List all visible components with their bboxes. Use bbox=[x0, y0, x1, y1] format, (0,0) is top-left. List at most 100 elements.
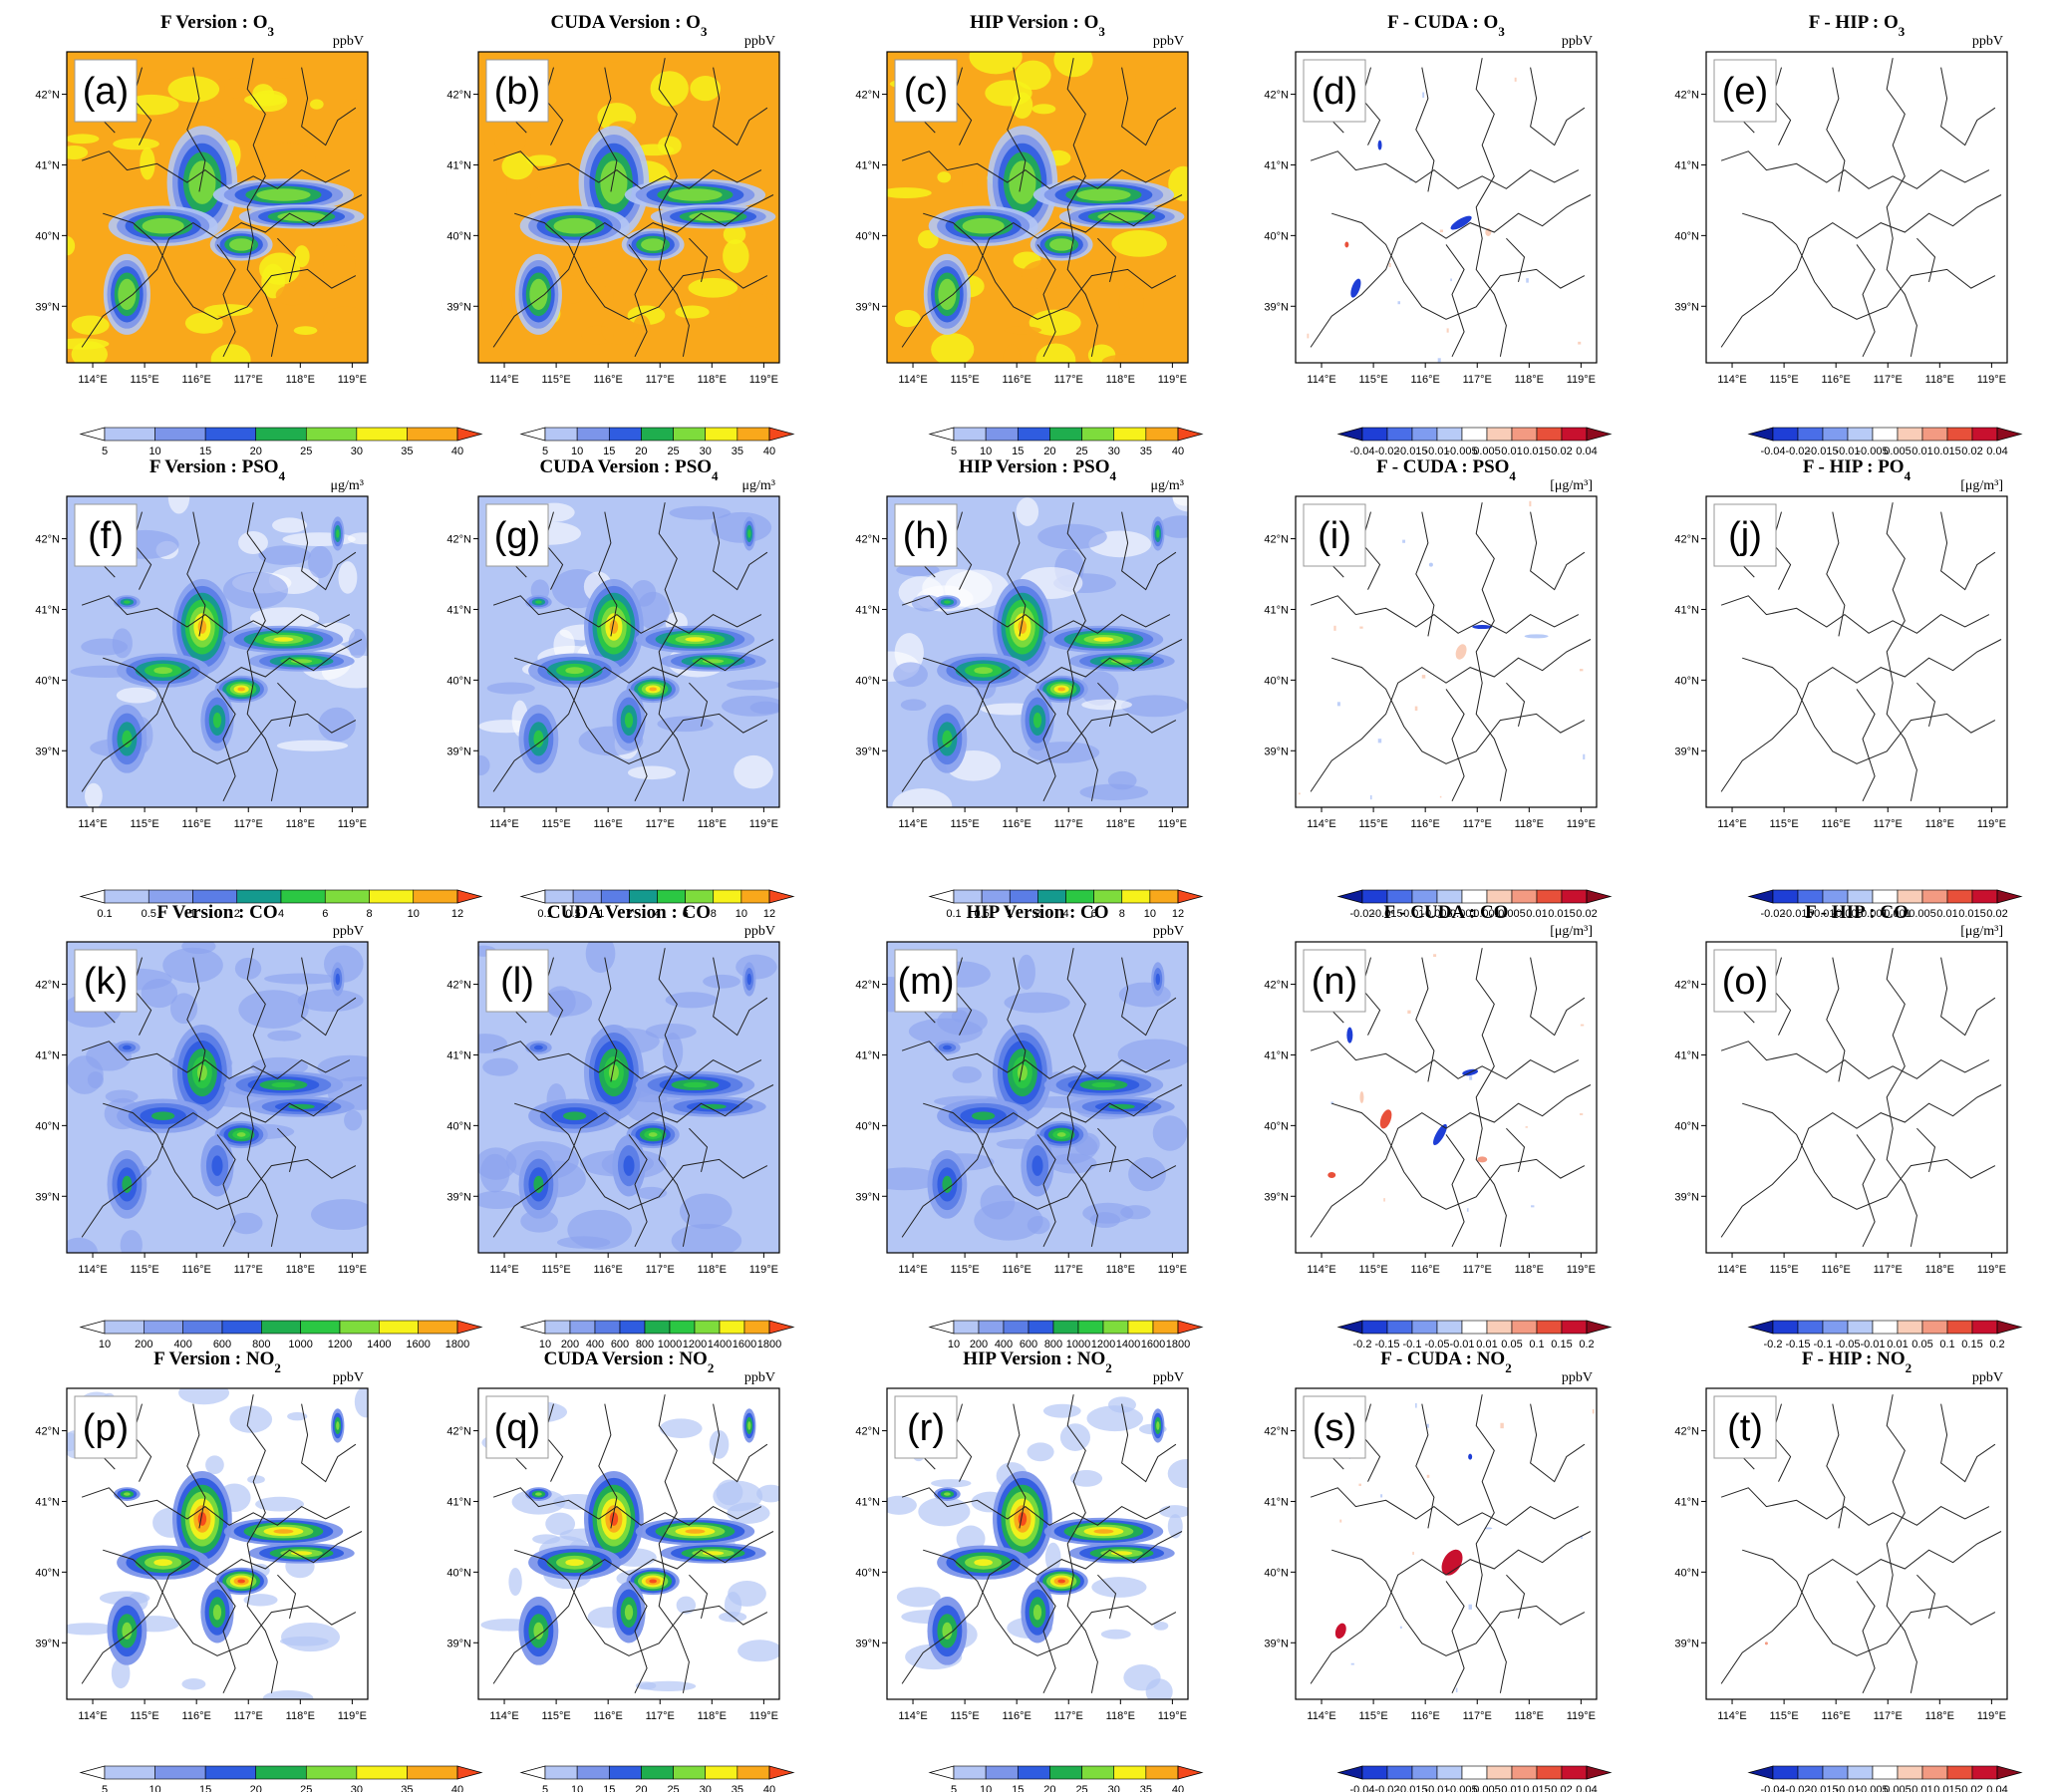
colorbar-swatch bbox=[736, 427, 770, 442]
lat-tick-label: 42°N bbox=[1264, 980, 1289, 992]
colorbar-swatch bbox=[1077, 1320, 1104, 1335]
colorbar-label: -0.01 bbox=[1424, 446, 1449, 457]
colorbar-label: 1000 bbox=[1066, 1339, 1090, 1350]
colorbar-label: 0.001 bbox=[1473, 908, 1501, 920]
lat-tick-label: 39°N bbox=[855, 746, 880, 757]
colorbar-swatch bbox=[1486, 1320, 1513, 1335]
colorbar-swatch bbox=[1436, 1765, 1463, 1780]
boundary-line bbox=[186, 957, 206, 1082]
lat-tick-label: 41°N bbox=[1264, 1049, 1289, 1061]
colorbar-swatch bbox=[1561, 1320, 1588, 1335]
panel-label: (f) bbox=[88, 515, 124, 557]
lon-tick-label: 118°E bbox=[1515, 374, 1544, 386]
panel-title: HIP Version : CO bbox=[966, 902, 1108, 923]
colorbar-swatch bbox=[1145, 1765, 1179, 1780]
lat-tick-label: 41°N bbox=[446, 159, 471, 171]
colorbar-label: 30 bbox=[1108, 446, 1120, 457]
boundary-line bbox=[1771, 957, 1792, 1036]
lat-tick-label: 39°N bbox=[446, 1191, 471, 1203]
colorbar-swatch bbox=[280, 889, 326, 904]
boundary-line bbox=[1826, 957, 1846, 1082]
lat-tick-label: 40°N bbox=[446, 230, 471, 242]
boundary-line bbox=[598, 67, 618, 192]
boundary-line bbox=[1310, 150, 1580, 189]
panel-label-box bbox=[1303, 1395, 1366, 1459]
boundary-line bbox=[1720, 1084, 2002, 1238]
boundary-line bbox=[1331, 657, 1586, 764]
panel-title-subscript: 4 bbox=[1509, 468, 1516, 483]
boundary-line bbox=[543, 511, 564, 590]
panel: F - HIP : PO4 [μg/m³] (j) 42°N 41°N 40°N 39°N 1… bbox=[1674, 456, 2023, 920]
lon-tick-label: 115°E bbox=[950, 1264, 979, 1276]
lon-tick-label: 115°E bbox=[1358, 1264, 1387, 1276]
colorbar-label: 10 bbox=[148, 1784, 160, 1792]
colorbar-label: 0.04 bbox=[1576, 446, 1597, 457]
boundary-line bbox=[1886, 58, 1917, 357]
colorbar-label: 0.1 bbox=[1529, 1339, 1544, 1350]
colorbar-label: 6 bbox=[322, 908, 328, 920]
panel-units: μg/m³ bbox=[742, 478, 775, 493]
boundary-line bbox=[492, 194, 774, 348]
colorbar-swatch bbox=[673, 1765, 707, 1780]
boundary-line bbox=[1036, 244, 1056, 358]
map-field bbox=[1307, 1394, 1595, 1694]
lat-tick-label: 42°N bbox=[1264, 1426, 1289, 1438]
colorbar-swatch bbox=[719, 1320, 745, 1335]
colorbar-label: 1600 bbox=[733, 1339, 756, 1350]
lon-tick-label: 118°E bbox=[1106, 1264, 1135, 1276]
lon-tick-label: 116°E bbox=[1003, 1264, 1031, 1276]
colorbar-swatch bbox=[736, 1765, 770, 1780]
colorbar-swatch bbox=[1797, 427, 1824, 442]
lat-tick-label: 39°N bbox=[446, 301, 471, 313]
map-frame bbox=[1295, 495, 1598, 808]
map-frame bbox=[886, 495, 1189, 808]
colorbar-end-left bbox=[519, 889, 546, 904]
colorbar-swatch bbox=[1536, 427, 1563, 442]
boundary-line bbox=[713, 511, 768, 591]
lat-tick-label: 42°N bbox=[35, 980, 60, 992]
colorbar-label: 0.1 bbox=[946, 908, 961, 920]
colorbar-swatch bbox=[1486, 1765, 1513, 1780]
lat-tick-label: 40°N bbox=[446, 1120, 471, 1132]
colorbar-swatch bbox=[305, 427, 358, 442]
colorbar-label: 0.1 bbox=[97, 908, 112, 920]
panel-units: [μg/m³] bbox=[1550, 478, 1593, 493]
colorbar-label: 35 bbox=[732, 1784, 743, 1792]
colorbar-label: -0.005 bbox=[1857, 446, 1888, 457]
boundary-line bbox=[1360, 67, 1381, 146]
colorbar-swatch bbox=[154, 1765, 206, 1780]
lon-tick-label: 119°E bbox=[749, 374, 778, 386]
colorbar-swatch bbox=[1921, 1765, 1948, 1780]
boundary-line bbox=[1856, 1134, 1876, 1248]
panel-label-box bbox=[74, 503, 138, 567]
colorbar-label: 15 bbox=[1012, 446, 1024, 457]
boundary-line bbox=[1940, 511, 1996, 591]
boundary-line bbox=[492, 1531, 774, 1684]
lat-tick-label: 40°N bbox=[1264, 675, 1289, 687]
boundary-line bbox=[1530, 1403, 1586, 1483]
lat-tick-label: 42°N bbox=[446, 1426, 471, 1438]
colorbar-label: 0.02 bbox=[1551, 446, 1572, 457]
boundary-line bbox=[1506, 1574, 1526, 1620]
colorbar-label: 0.015 bbox=[1523, 1784, 1551, 1792]
boundary-line bbox=[1445, 1134, 1465, 1248]
lat-tick-label: 41°N bbox=[1674, 1049, 1699, 1061]
boundary-line bbox=[1097, 1574, 1117, 1620]
colorbar-label: 10 bbox=[736, 908, 747, 920]
colorbar-label: 25 bbox=[1075, 1784, 1087, 1792]
colorbar-label: -0.005 bbox=[1832, 908, 1863, 920]
colorbar-label: 0.5 bbox=[974, 908, 989, 920]
colorbar-swatch bbox=[144, 1320, 183, 1335]
colorbar-label: -0.015 bbox=[1396, 446, 1427, 457]
colorbar-end-left bbox=[1747, 1320, 1774, 1335]
panel-title-main: F - CUDA : PSO bbox=[1376, 456, 1509, 477]
map-field bbox=[1307, 948, 1592, 1253]
boundary-line bbox=[103, 212, 357, 320]
colorbar-label: 0.04 bbox=[1576, 1784, 1597, 1792]
boundary-line bbox=[1360, 1403, 1381, 1482]
colorbar-swatch bbox=[1386, 1320, 1413, 1335]
lon-tick-label: 114°E bbox=[1717, 1710, 1746, 1722]
boundary-line bbox=[1036, 1581, 1056, 1694]
boundary-line bbox=[1310, 595, 1580, 634]
panel-title-main: F - CUDA : NO bbox=[1380, 1348, 1505, 1369]
